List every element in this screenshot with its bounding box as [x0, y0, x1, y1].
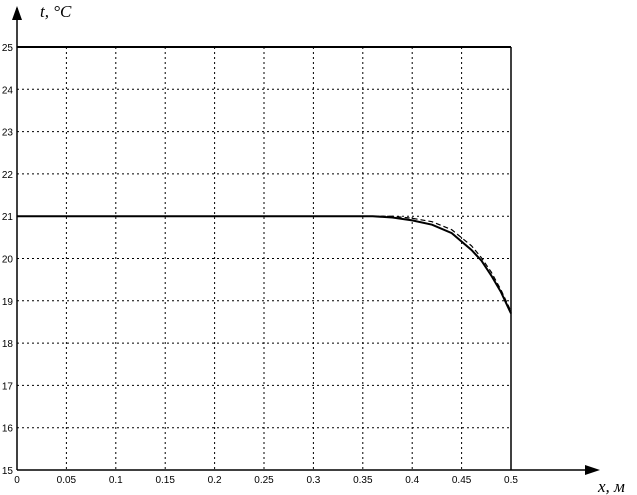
x-tick-label: 0.45	[452, 475, 472, 486]
series	[17, 215, 512, 314]
y-tick-label: 25	[2, 43, 14, 54]
y-tick-label: 16	[2, 424, 14, 435]
x-tick-label: 0.2	[208, 475, 222, 486]
y-tick-label: 17	[2, 381, 14, 392]
x-tick-label: 0.25	[254, 475, 274, 486]
grid	[17, 47, 512, 470]
x-tick-label: 0	[14, 475, 20, 486]
x-axis-label: x, м	[597, 477, 625, 495]
y-tick-label: 18	[2, 339, 14, 350]
y-axis-label: t, °C	[40, 2, 72, 21]
y-tick-label: 20	[2, 255, 14, 266]
series-line-dashed	[372, 215, 512, 312]
y-tick-label: 19	[2, 297, 14, 308]
y-tick-label: 15	[2, 466, 14, 477]
y-tick-label: 23	[2, 128, 14, 139]
tick-labels: 0 0.05 0.1 0.15 0.2 0.25 0.3 0.35 0.4 0.45 0.5 15 16…	[2, 43, 519, 486]
x-tick-label: 0.15	[155, 475, 175, 486]
x-tick-label: 0.35	[353, 475, 373, 486]
y-axis-arrow-icon	[12, 6, 22, 20]
y-tick-label: 24	[2, 85, 14, 96]
y-tick-label: 21	[2, 212, 14, 223]
x-tick-label: 0.3	[306, 475, 320, 486]
x-tick-label: 0.05	[57, 475, 77, 486]
x-tick-label: 0.4	[405, 475, 419, 486]
axes	[12, 6, 600, 475]
series-line-solid	[17, 215, 512, 314]
x-tick-label: 0.5	[504, 475, 518, 486]
y-tick-label: 22	[2, 170, 14, 181]
x-tick-label: 0.1	[109, 475, 123, 486]
x-axis-arrow-icon	[585, 465, 600, 475]
